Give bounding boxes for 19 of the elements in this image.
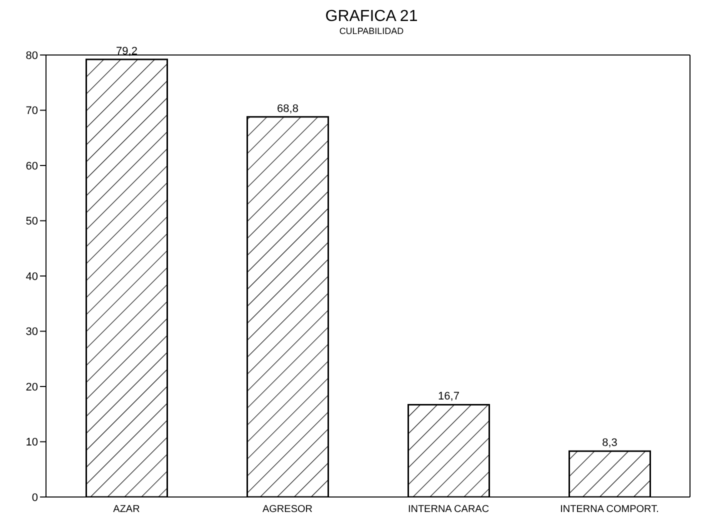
chart-title: GRAFICA 21 (324, 8, 419, 26)
data-label: 8,3 (602, 437, 618, 450)
y-tick-label: 70 (26, 105, 38, 118)
x-tick-label: AGRESOR (262, 504, 313, 516)
y-tick-label: 60 (26, 160, 38, 172)
chart-subtitle: CULPABILIDAD (338, 26, 405, 36)
x-tick-label: INTERNA COMPORT. (560, 504, 659, 516)
y-tick-label: 40 (26, 270, 38, 283)
y-tick-label: 80 (26, 50, 38, 62)
y-tick-label: 20 (26, 381, 38, 394)
y-tick-label: 0 (32, 492, 38, 504)
data-label: 68,8 (277, 102, 298, 115)
y-tick-label: 30 (26, 326, 38, 338)
x-tick-label: AZAR (113, 504, 140, 516)
y-tick-label: 10 (26, 436, 38, 449)
data-label: 79,2 (116, 45, 138, 58)
x-tick-label: INTERNA CARAC (408, 504, 490, 516)
data-label: 16,7 (438, 390, 460, 403)
y-tick-label: 50 (26, 216, 38, 228)
